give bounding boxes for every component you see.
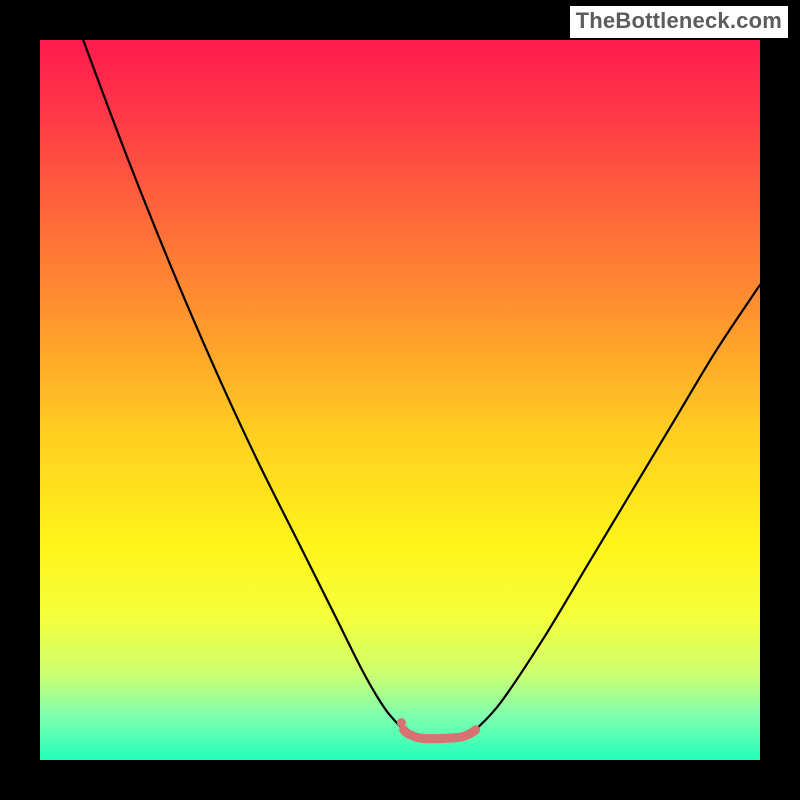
watermark-label: TheBottleneck.com bbox=[570, 6, 788, 38]
bottleneck-chart bbox=[40, 40, 760, 760]
minimum-marker-dot bbox=[397, 718, 406, 727]
